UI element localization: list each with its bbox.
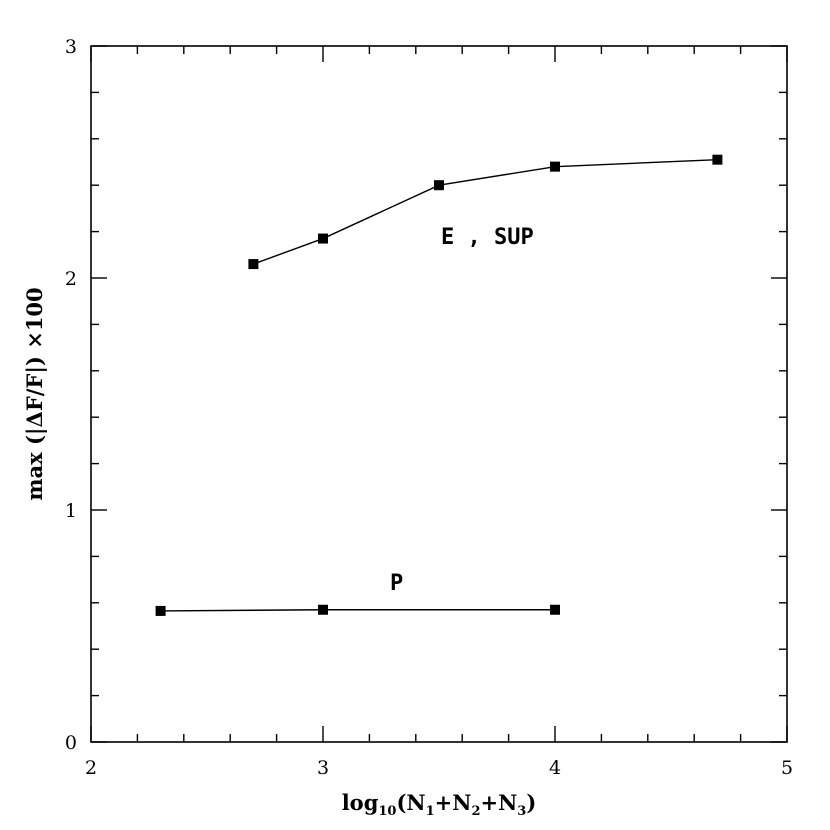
data-point xyxy=(248,259,259,270)
x-axis-title-plus1: +N xyxy=(435,790,472,815)
y-tick-label: 2 xyxy=(65,268,77,290)
y-axis-title: max (|ΔF/F|) ×100 xyxy=(22,287,47,500)
data-point xyxy=(318,604,328,615)
axis-tick-labels: 2 3 4 5 0 1 2 3 xyxy=(65,36,793,779)
data-point xyxy=(434,180,444,191)
series-0 xyxy=(248,154,723,270)
x-axis-title-open: (N xyxy=(396,790,425,815)
data-point xyxy=(712,154,723,165)
x-axis-title-sub1: 1 xyxy=(426,804,435,819)
series-layer xyxy=(155,154,723,616)
series-1 xyxy=(155,604,560,616)
x-tick-label: 2 xyxy=(85,757,97,779)
x-axis-title: log10(N1+N2+N3) xyxy=(342,790,537,819)
y-tick-label: 3 xyxy=(65,36,77,58)
x-axis-title-plus2: +N xyxy=(481,790,518,815)
y-tick-label: 0 xyxy=(65,732,77,754)
axis-ticks xyxy=(90,45,788,743)
x-tick-label: 3 xyxy=(317,757,329,779)
x-axis-title-sub3: 3 xyxy=(517,804,526,819)
x-tick-label: 4 xyxy=(549,757,561,779)
x-axis-title-log: log xyxy=(342,790,379,815)
x-tick-label: 5 xyxy=(781,757,793,779)
x-axis-title-sub2: 2 xyxy=(471,804,480,819)
plot-frame xyxy=(90,45,788,743)
data-point xyxy=(550,604,560,615)
series-label-p: P xyxy=(390,571,403,596)
x-axis-title-sub10: 10 xyxy=(378,804,396,819)
data-point xyxy=(155,605,166,616)
data-point xyxy=(318,233,328,244)
data-point xyxy=(550,161,560,172)
series-line xyxy=(160,609,555,612)
series-label-e-sup: E , SUP xyxy=(441,225,534,250)
x-axis-title-close: ) xyxy=(526,790,536,815)
y-tick-label: 1 xyxy=(65,500,77,522)
